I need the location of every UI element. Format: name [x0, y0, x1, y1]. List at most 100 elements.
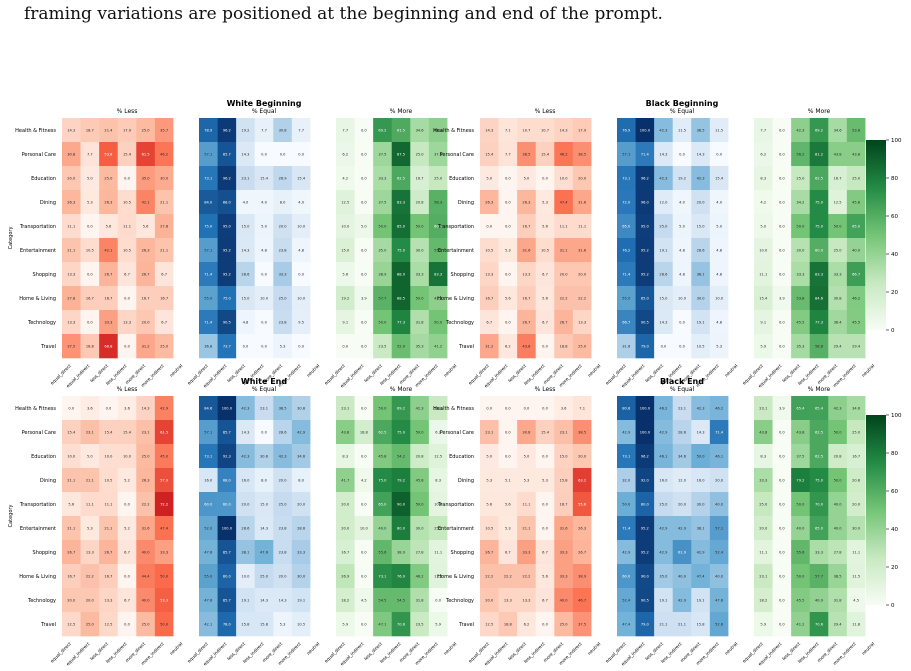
heatmap-cell	[754, 334, 773, 359]
cell-value-label: 6.2	[435, 430, 441, 434]
heatmap-cell	[373, 190, 393, 215]
cell-value-label: 30.8	[834, 296, 843, 300]
cell-value-label: 20.8	[852, 478, 861, 482]
cell-value-label: 5.3	[87, 200, 93, 204]
cell-value-label: 30.0	[416, 526, 425, 530]
heatmap-cell	[754, 540, 773, 565]
cell-value-label: 15.0	[260, 502, 269, 506]
cell-value-label: 34.6	[678, 454, 687, 458]
heatmap-cell	[709, 492, 729, 517]
heatmap-cell	[772, 262, 792, 287]
cell-value-label: 54.5	[378, 598, 386, 602]
heatmap-cell	[635, 420, 655, 445]
cell-value-label: 6.7	[486, 320, 492, 324]
cell-value-label: 57.9	[160, 478, 169, 482]
x-tick-label: neutral	[306, 641, 321, 656]
cell-value-label: 16.7	[560, 502, 568, 506]
heatmap-cell	[199, 166, 218, 191]
heatmap-cell	[99, 396, 119, 421]
cell-value-label: 20.0	[560, 272, 569, 276]
heatmap-cell	[591, 396, 611, 421]
cell-value-label: 4.2	[361, 478, 367, 482]
cell-value-label: 29.4	[834, 622, 843, 626]
heatmap-cell	[373, 214, 393, 239]
heatmap-cell	[291, 262, 311, 287]
cell-value-label: 55.6	[578, 502, 587, 506]
heatmap-cell	[572, 492, 592, 517]
heatmap-cell	[354, 540, 374, 565]
cell-value-label: 5.6	[542, 224, 548, 228]
cell-value-label: 30.0	[697, 502, 706, 506]
heatmap-cell	[554, 564, 574, 589]
cell-value-label: 28.6	[241, 272, 250, 276]
cell-value-label: 5.3	[486, 478, 492, 482]
heatmap-cell	[99, 612, 119, 637]
heatmap-cell	[310, 214, 330, 239]
cell-value-label: 13.3	[578, 320, 586, 324]
heatmap-cell	[809, 420, 829, 445]
heatmap-cell	[709, 334, 729, 359]
heatmap-cell	[428, 516, 448, 541]
cell-value-label: 7.7	[298, 128, 304, 132]
heatmap-cell	[62, 468, 81, 493]
cell-value-label: 70.0	[815, 502, 824, 506]
heatmap-cell	[373, 238, 393, 263]
cell-value-label: 0.0	[542, 622, 548, 626]
heatmap-cell	[99, 516, 119, 541]
cell-value-label: 23.5	[378, 344, 386, 348]
cell-value-label: 79.2	[397, 478, 405, 482]
heatmap-cell	[709, 588, 729, 613]
heatmap-cell	[391, 612, 411, 637]
cell-value-label: 33.3	[759, 478, 767, 482]
cell-value-label: 55.6	[796, 550, 805, 554]
cell-value-label: 96.2	[223, 128, 231, 132]
colorbar	[866, 415, 886, 605]
heatmap-cell	[828, 166, 848, 191]
cell-value-label: 5.9	[760, 344, 766, 348]
cell-value-label: 33.3	[378, 176, 386, 180]
cell-value-label: 33.3	[279, 272, 287, 276]
heatmap-cell	[517, 310, 537, 335]
cell-value-label: 84.6	[204, 406, 213, 410]
cell-value-label: 85.7	[223, 598, 231, 602]
heatmap-cell	[846, 396, 866, 421]
cell-value-label: 33.3	[160, 550, 168, 554]
cell-value-label: 16.7	[522, 296, 530, 300]
heatmap-cell	[709, 612, 729, 637]
cell-value-label: 13.3	[123, 320, 131, 324]
heatmap-cell	[99, 420, 119, 445]
cell-value-label: 8.0	[261, 478, 267, 482]
cell-value-label: 22.2	[578, 296, 586, 300]
heatmap-cell	[336, 468, 355, 493]
cell-value-label: 15.4	[123, 152, 132, 156]
cell-value-label: 21.1	[522, 526, 530, 530]
heatmap-cell	[136, 142, 156, 167]
colorbar-tick-label: 100	[891, 138, 902, 144]
heatmap-cell	[772, 166, 792, 191]
cell-value-label: 0.0	[779, 344, 785, 348]
heatmap-cell	[498, 310, 518, 335]
cell-value-label: 27.8	[834, 550, 843, 554]
cell-value-label: 0.0	[298, 272, 304, 276]
heatmap-cell	[791, 262, 811, 287]
cell-value-label: 15.0	[241, 224, 250, 228]
cell-value-label: 37.5	[434, 152, 442, 156]
cell-value-label: 28.6	[241, 526, 250, 530]
heatmap-cell	[554, 118, 574, 143]
cell-value-label: 11.1	[86, 502, 94, 506]
heatmap-cell	[617, 444, 636, 469]
heatmap-cell	[310, 612, 330, 637]
heatmap-cell	[273, 286, 293, 311]
heatmap-cell	[772, 238, 792, 263]
cell-value-label: 40.0	[715, 574, 724, 578]
heatmap-cell	[617, 190, 636, 215]
heatmap-cell	[554, 334, 574, 359]
cell-value-label: 75.0	[397, 248, 406, 252]
cell-value-label: 0.0	[361, 406, 367, 410]
cell-value-label: 25.0	[434, 526, 443, 530]
heatmap-cell	[336, 190, 355, 215]
heatmap-cell	[554, 142, 574, 167]
heatmap-cell	[635, 142, 655, 167]
cell-value-label: 0.0	[505, 176, 511, 180]
cell-value-label: 42.9	[622, 550, 631, 554]
